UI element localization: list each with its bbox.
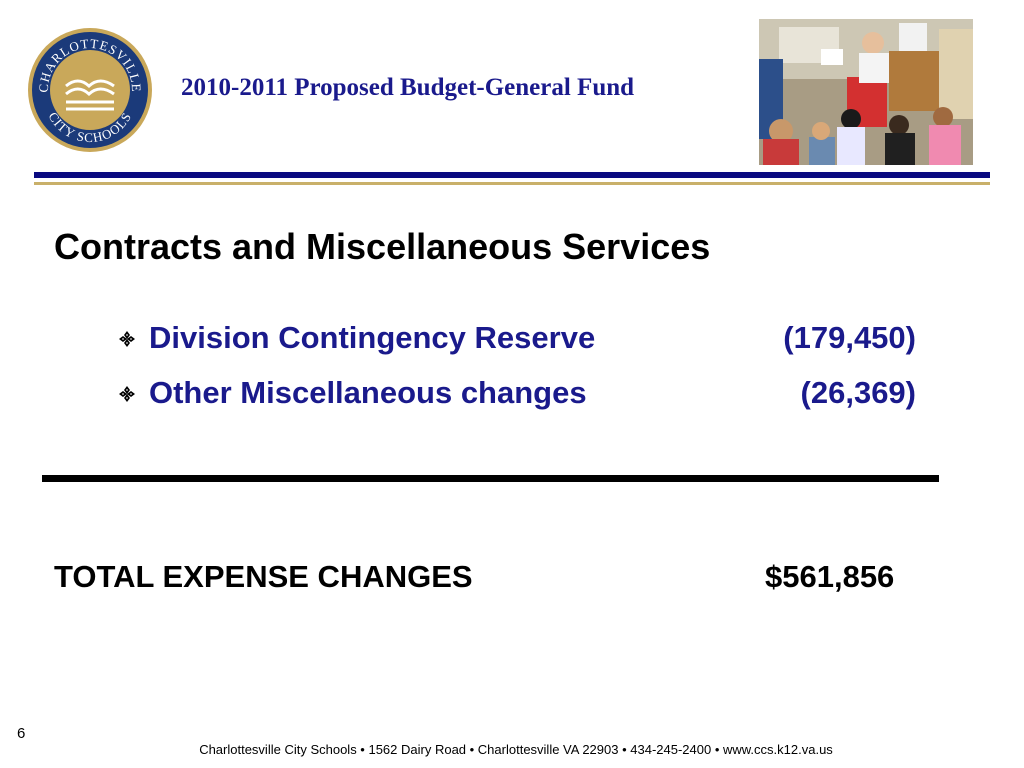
section-heading: Contracts and Miscellaneous Services xyxy=(54,226,711,267)
footer-address: Charlottesville City Schools • 1562 Dair… xyxy=(0,742,1024,757)
line-item-label: Division Contingency Reserve xyxy=(149,320,596,355)
presentation-title: 2010-2011 Proposed Budget-General Fund xyxy=(181,74,635,101)
open-book-icon xyxy=(65,79,115,111)
total-divider xyxy=(42,475,939,482)
line-item-label: Other Miscellaneous changes xyxy=(149,375,587,410)
slide-number: 6 xyxy=(17,725,26,742)
budget-line-item: Other Miscellaneous changes (26,369) xyxy=(118,375,918,415)
header-divider-gold xyxy=(34,182,990,185)
classroom-photo xyxy=(759,19,973,165)
footer-address-text: Charlottesville City Schools • 1562 Dair… xyxy=(199,742,833,757)
line-item-amount: (26,369) xyxy=(800,375,916,410)
header-divider-blue xyxy=(34,172,990,178)
line-item-amount: (179,450) xyxy=(783,320,916,355)
total-label: TOTAL EXPENSE CHANGES xyxy=(54,559,473,594)
budget-line-item: Division Contingency Reserve (179,450) xyxy=(118,320,918,360)
diamond-bullet-icon xyxy=(119,331,135,347)
total-amount: $561,856 xyxy=(765,559,895,594)
diamond-bullet-icon xyxy=(119,386,135,402)
school-logo: CHARLOTTESVILLE CITY SCHOOLS xyxy=(28,28,152,152)
